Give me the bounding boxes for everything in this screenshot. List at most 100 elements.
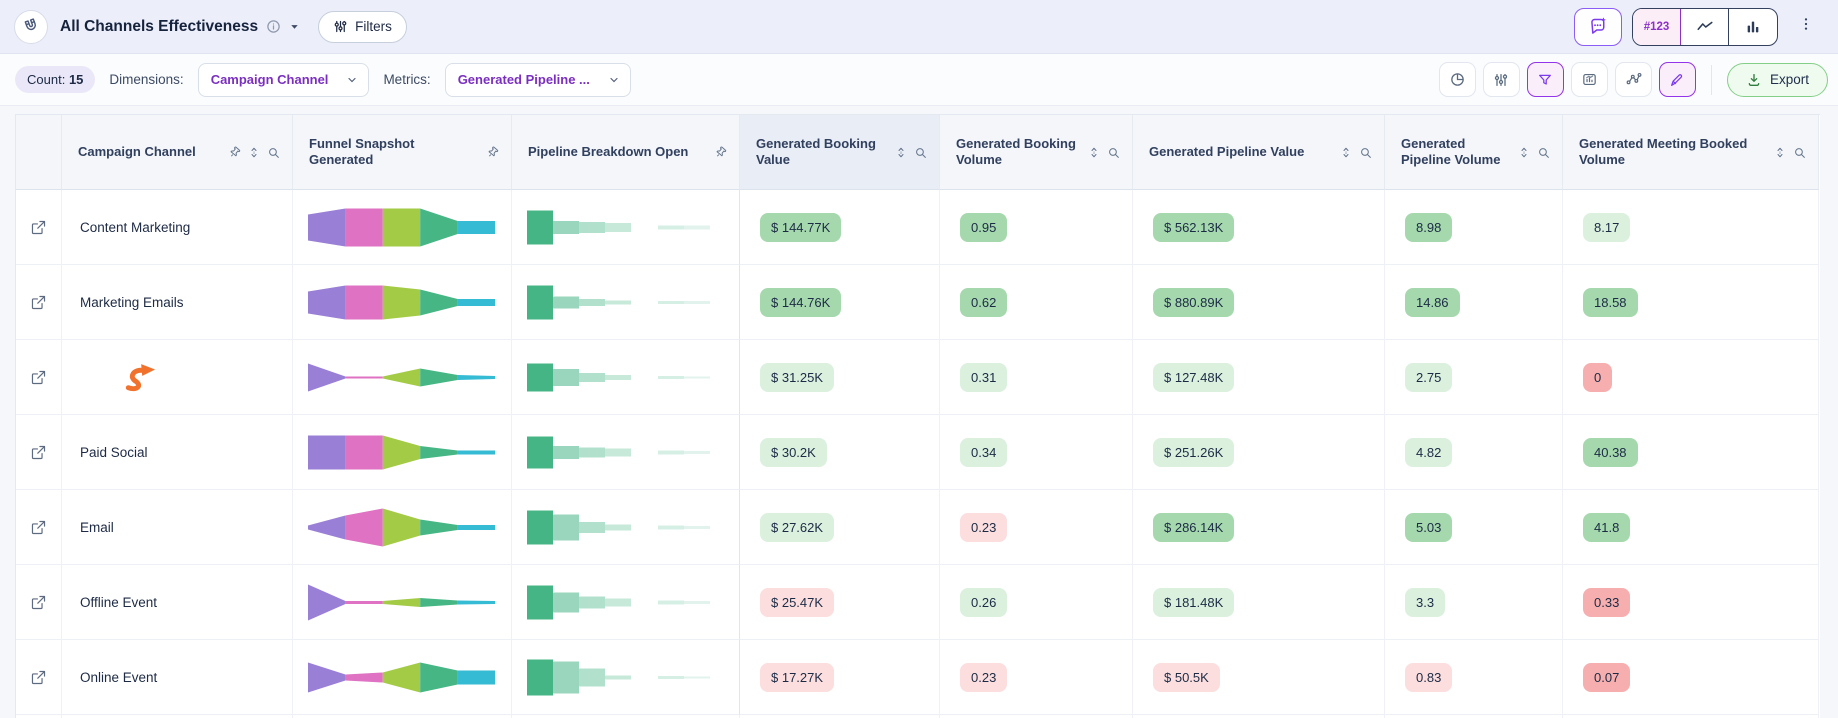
metric-badge: 0.95	[960, 212, 1008, 242]
funnel-snapshot-cell	[293, 340, 512, 415]
chevron-down-icon	[608, 74, 620, 86]
generated-booking-volume-cell: 0.34	[940, 415, 1133, 490]
pipeline-chart	[527, 363, 710, 391]
info-icon[interactable]	[266, 19, 281, 34]
sort-icon[interactable]	[1088, 146, 1100, 159]
metric-badge: 5.03	[1405, 512, 1453, 542]
metric-badge: 8.17	[1583, 212, 1631, 242]
row-open-link[interactable]	[16, 565, 62, 640]
link-icon[interactable]	[30, 219, 47, 236]
generated-pipeline-value-cell: $ 251.26K	[1133, 415, 1385, 490]
format-pen-button[interactable]	[1658, 62, 1696, 97]
dashboard-chart-button[interactable]	[1570, 62, 1608, 97]
count-value: 15	[68, 72, 84, 87]
sort-icon[interactable]	[248, 146, 260, 159]
generated-booking-volume-cell: 0.31	[940, 340, 1133, 415]
effectiveness-table: Campaign Channel Funnel Snapshot Generate…	[15, 114, 1820, 718]
metric-badge: 0.26	[960, 587, 1008, 617]
search-icon[interactable]	[267, 146, 280, 159]
metrics-select[interactable]: Generated Pipeline ...	[444, 62, 631, 97]
link-icon[interactable]	[30, 294, 47, 311]
title-chevron-down-icon[interactable]	[289, 21, 300, 32]
column-header-generated-meeting-booked-volume[interactable]: Generated Meeting Booked Volume	[1563, 115, 1819, 190]
column-header-funnel-snapshot-generated[interactable]: Funnel Snapshot Generated	[293, 115, 512, 190]
pipeline-chart	[527, 659, 710, 695]
link-icon[interactable]	[30, 444, 47, 461]
sort-icon[interactable]	[895, 146, 907, 159]
view-mode-number[interactable]: #123	[1633, 8, 1681, 45]
metric-badge: $ 25.47K	[760, 587, 835, 617]
row-open-link[interactable]	[16, 190, 62, 265]
search-icon[interactable]	[914, 146, 927, 159]
line-chart-icon	[1696, 18, 1714, 36]
column-header-generated-pipeline-value[interactable]: Generated Pipeline Value	[1133, 115, 1385, 190]
chat-sparkle-icon	[1588, 16, 1609, 37]
generated-booking-volume-cell: 0.95	[940, 190, 1133, 265]
sliders-icon	[333, 19, 348, 34]
column-header-generated-booking-volume[interactable]: Generated Booking Volume	[940, 115, 1133, 190]
column-header-row-link[interactable]	[16, 115, 62, 190]
search-icon[interactable]	[1359, 146, 1372, 159]
column-header-campaign-channel[interactable]: Campaign Channel	[62, 115, 293, 190]
filters-button[interactable]: Filters	[318, 10, 407, 43]
pipeline-chart	[527, 436, 710, 468]
funnel-snapshot-cell	[293, 265, 512, 340]
settings-sliders-button[interactable]	[1482, 62, 1520, 97]
funnel-filter-button[interactable]	[1526, 62, 1564, 97]
metric-badge: 18.58	[1583, 287, 1638, 317]
funnel-snapshot-cell	[293, 190, 512, 265]
campaign-channel-cell: Offline Event	[62, 565, 293, 640]
bar-chart-icon	[1745, 19, 1761, 35]
row-open-link[interactable]	[16, 340, 62, 415]
column-header-pipeline-breakdown-open[interactable]: Pipeline Breakdown Open	[512, 115, 740, 190]
column-header-generated-pipeline-volume[interactable]: Generated Pipeline Volume	[1385, 115, 1563, 190]
link-icon[interactable]	[30, 594, 47, 611]
pin-icon[interactable]	[714, 146, 727, 159]
partial-row-cell	[62, 715, 293, 718]
channel-name: Marketing Emails	[80, 294, 184, 310]
export-button[interactable]: Export	[1726, 62, 1828, 97]
pie-chart-button[interactable]	[1438, 62, 1476, 97]
metric-badge: $ 562.13K	[1153, 212, 1235, 242]
view-mode-line-chart[interactable]	[1681, 8, 1729, 45]
link-icon[interactable]	[30, 369, 47, 386]
partial-row-cell	[16, 715, 62, 718]
scatter-line-button[interactable]	[1614, 62, 1652, 97]
funnel-snapshot-cell	[293, 490, 512, 565]
generated-booking-volume-cell: 0.23	[940, 490, 1133, 565]
generated-booking-value-cell: $ 25.47K	[740, 565, 940, 640]
chevron-down-icon	[346, 74, 358, 86]
row-open-link[interactable]	[16, 265, 62, 340]
pin-icon[interactable]	[486, 146, 499, 159]
generated-pipeline-volume-cell: 0.83	[1385, 640, 1563, 715]
dimensions-select[interactable]: Campaign Channel	[197, 62, 370, 97]
generated-meeting-booked-volume-cell: 18.58	[1563, 265, 1819, 340]
channel-logo-s-arrow	[125, 364, 156, 392]
topbar: All Channels Effectiveness Filters #123	[0, 0, 1838, 54]
column-header-generated-booking-value[interactable]: Generated Booking Value	[740, 115, 940, 190]
row-open-link[interactable]	[16, 490, 62, 565]
sort-icon[interactable]	[1340, 146, 1352, 159]
view-mode-bar-chart[interactable]	[1729, 9, 1777, 45]
sort-icon[interactable]	[1774, 146, 1786, 159]
generated-pipeline-volume-cell: 8.98	[1385, 190, 1563, 265]
link-icon[interactable]	[30, 519, 47, 536]
link-icon[interactable]	[30, 669, 47, 686]
row-open-link[interactable]	[16, 415, 62, 490]
metric-badge: $ 181.48K	[1153, 587, 1235, 617]
page-title: All Channels Effectiveness	[60, 17, 259, 35]
search-icon[interactable]	[1537, 146, 1550, 159]
more-options-button[interactable]	[1794, 12, 1818, 41]
channel-name: Email	[80, 519, 114, 535]
metric-badge: $ 127.48K	[1153, 362, 1235, 392]
ai-chat-button[interactable]	[1574, 7, 1622, 46]
search-icon[interactable]	[1107, 146, 1120, 159]
pin-icon[interactable]	[228, 146, 241, 159]
sort-icon[interactable]	[1518, 146, 1530, 159]
generated-booking-volume-cell: 0.26	[940, 565, 1133, 640]
row-open-link[interactable]	[16, 640, 62, 715]
dashboard-chart-icon	[1581, 71, 1598, 88]
channel-name: Online Event	[80, 669, 158, 685]
workspace-avatar-button[interactable]	[14, 9, 48, 44]
search-icon[interactable]	[1793, 146, 1806, 159]
